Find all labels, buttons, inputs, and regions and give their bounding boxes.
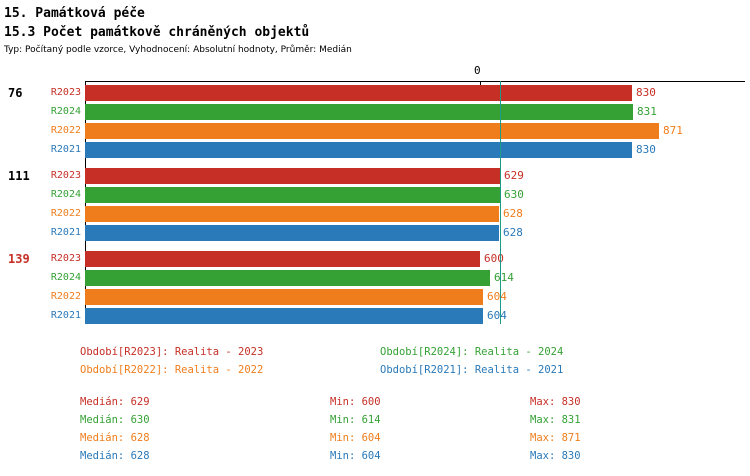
legend-item-R2021: Období[R2021]: Realita - 2021 (380, 364, 564, 376)
group-label: 139 (8, 252, 30, 266)
group-label: 76 (8, 86, 23, 100)
bar-chart: 0 76 R2023 830 R2024 831 R2022 871 R2021 830 111 R… (0, 59, 750, 333)
bar-track: 831 (85, 104, 750, 120)
bar-track: 628 (85, 206, 750, 222)
bar-R2021 (85, 308, 483, 324)
bar-row: R2024 630 (0, 187, 750, 203)
bar-R2022 (85, 289, 483, 305)
series-label: R2021 (50, 310, 81, 321)
bar-R2023 (85, 251, 480, 267)
stats-max: Max: 830 (530, 396, 581, 408)
series-label: R2023 (50, 87, 81, 98)
stats-row-R2021: Medián: 628 Min: 604 Max: 830 (80, 447, 750, 465)
bar-R2022 (85, 123, 659, 139)
bar-value: 830 (636, 86, 656, 99)
series-label: R2023 (50, 170, 81, 181)
report-meta: Typ: Počítaný podle vzorce, Vyhodnocení:… (4, 45, 352, 55)
bar-track: 604 (85, 289, 750, 305)
bar-value: 600 (484, 252, 504, 265)
bar-R2022 (85, 206, 499, 222)
legend-item-R2022: Období[R2022]: Realita - 2022 (80, 364, 264, 376)
bar-R2023 (85, 168, 500, 184)
bar-row: R2021 830 (0, 142, 750, 158)
page-subtitle: 15.3 Počet památkově chráněných objektů (4, 25, 310, 40)
stats-median: Medián: 628 (80, 450, 150, 462)
stats-max: Max: 830 (530, 450, 581, 462)
stats-row-R2022: Medián: 628 Min: 604 Max: 871 (80, 429, 750, 447)
stats-row-R2024: Medián: 630 Min: 614 Max: 831 (80, 411, 750, 429)
stats-max: Max: 871 (530, 432, 581, 444)
bar-value: 629 (504, 169, 524, 182)
bar-row: R2022 604 (0, 289, 750, 305)
bar-row: R2024 831 (0, 104, 750, 120)
bar-track: 628 (85, 225, 750, 241)
bar-value: 831 (637, 105, 657, 118)
bar-groups: 76 R2023 830 R2024 831 R2022 871 R2021 830 111 R20… (0, 85, 750, 334)
series-label: R2022 (50, 208, 81, 219)
series-label: R2024 (50, 189, 81, 200)
legend: Období[R2023]: Realita - 2023 Období[R202… (0, 343, 750, 379)
bar-group: 76 R2023 830 R2024 831 R2022 871 R2021 830 (0, 85, 750, 158)
bar-track: 600 (85, 251, 750, 267)
series-label: R2021 (50, 227, 81, 238)
legend-item-R2023: Období[R2023]: Realita - 2023 (80, 346, 264, 358)
series-label: R2022 (50, 291, 81, 302)
page-title: 15. Památková péče (4, 6, 145, 21)
x-axis-line (85, 81, 745, 82)
bar-row: R2021 604 (0, 308, 750, 324)
bar-row: R2022 871 (0, 123, 750, 139)
bar-row: 111 R2023 629 (0, 168, 750, 184)
bar-row: 76 R2023 830 (0, 85, 750, 101)
bar-value: 614 (494, 271, 514, 284)
bar-row: R2021 628 (0, 225, 750, 241)
bar-row: 139 R2023 600 (0, 251, 750, 267)
bar-value: 628 (503, 207, 523, 220)
bar-track: 614 (85, 270, 750, 286)
bar-R2024 (85, 104, 633, 120)
bar-value: 604 (487, 309, 507, 322)
bar-row: R2022 628 (0, 206, 750, 222)
series-label: R2024 (50, 106, 81, 117)
bar-value: 830 (636, 143, 656, 156)
bar-track: 830 (85, 85, 750, 101)
bar-R2023 (85, 85, 632, 101)
bar-track: 604 (85, 308, 750, 324)
bar-R2024 (85, 187, 500, 203)
bar-value: 871 (663, 124, 683, 137)
bar-R2021 (85, 142, 632, 158)
legend-item-R2024: Období[R2024]: Realita - 2024 (380, 346, 564, 358)
stats-median: Medián: 630 (80, 414, 150, 426)
series-label: R2024 (50, 272, 81, 283)
x-axis-tick-label: 0 (474, 64, 481, 77)
bar-group: 139 R2023 600 R2024 614 R2022 604 R2021 604 (0, 251, 750, 324)
stats-min: Min: 604 (330, 432, 381, 444)
bar-value: 604 (487, 290, 507, 303)
bar-track: 630 (85, 187, 750, 203)
stats-min: Min: 614 (330, 414, 381, 426)
bar-group: 111 R2023 629 R2024 630 R2022 628 R2021 628 (0, 168, 750, 241)
bar-track: 871 (85, 123, 750, 139)
report-header: 15. Památková péče 15.3 Počet památkově … (0, 0, 750, 57)
bar-track: 629 (85, 168, 750, 184)
stats-median: Medián: 628 (80, 432, 150, 444)
group-label: 111 (8, 169, 30, 183)
series-label: R2022 (50, 125, 81, 136)
median-line (500, 81, 501, 324)
bar-R2024 (85, 270, 490, 286)
bar-value: 630 (504, 188, 524, 201)
stats-min: Min: 604 (330, 450, 381, 462)
bar-track: 830 (85, 142, 750, 158)
stats-row-R2023: Medián: 629 Min: 600 Max: 830 (80, 393, 750, 411)
series-label: R2023 (50, 253, 81, 264)
stats-median: Medián: 629 (80, 396, 150, 408)
series-label: R2021 (50, 144, 81, 155)
stats-max: Max: 831 (530, 414, 581, 426)
bar-value: 628 (503, 226, 523, 239)
bar-row: R2024 614 (0, 270, 750, 286)
stats-table: Medián: 629 Min: 600 Max: 830 Medián: 630 Mi… (0, 393, 750, 465)
bar-R2021 (85, 225, 499, 241)
stats-min: Min: 600 (330, 396, 381, 408)
x-axis-tick (480, 81, 481, 88)
